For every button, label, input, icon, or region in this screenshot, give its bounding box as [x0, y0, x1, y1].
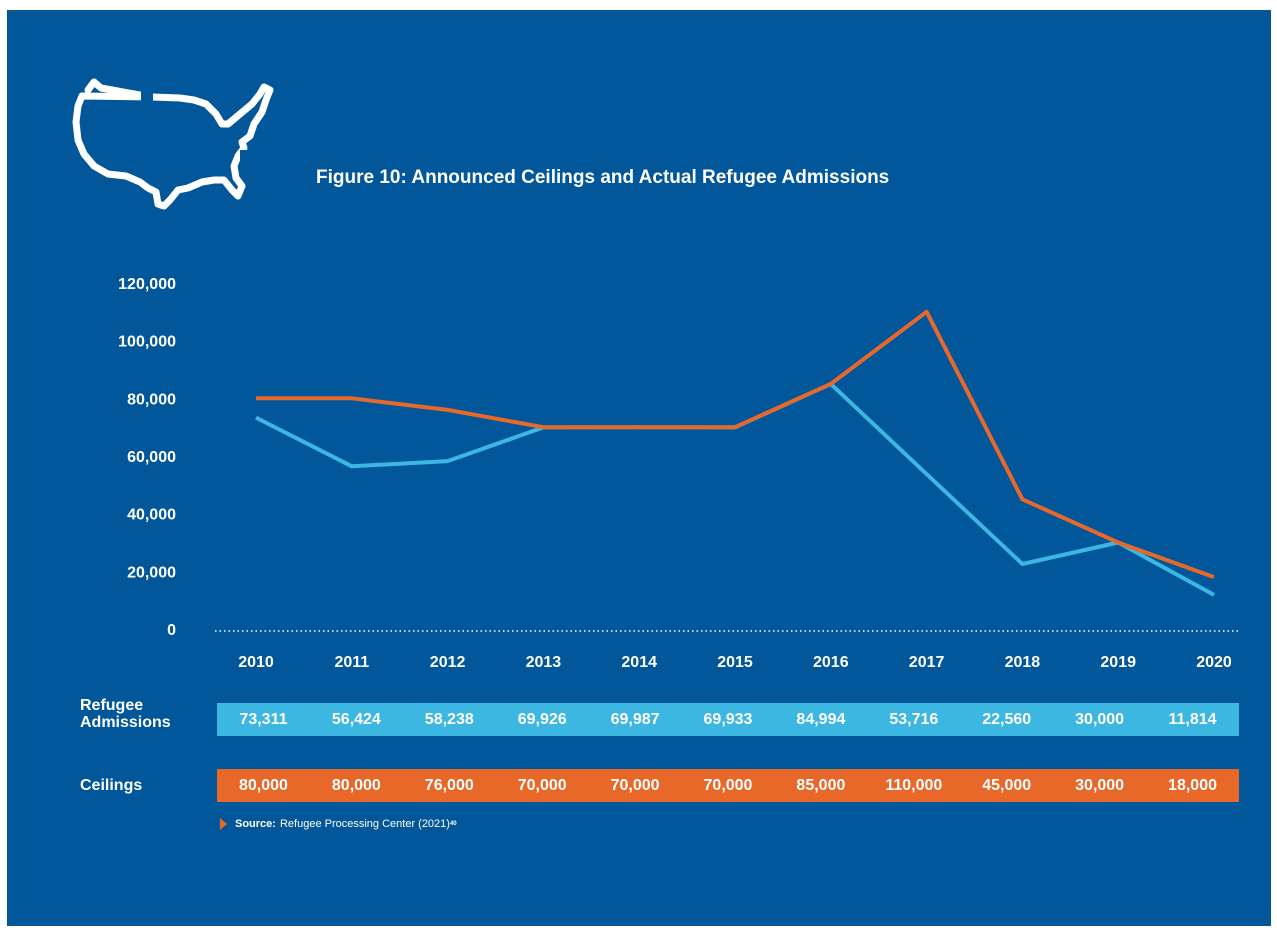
x-tick-label: 2014	[621, 654, 657, 671]
ceilings-value-cell: 70,000	[703, 776, 753, 794]
chart-title: Figure 10: Announced Ceilings and Actual…	[316, 167, 890, 188]
x-tick-label: 2019	[1100, 654, 1136, 671]
ceilings-value-cell: 70,000	[517, 776, 567, 794]
admissions-value-cell: 69,987	[610, 710, 660, 728]
y-tick-label: 40,000	[127, 507, 176, 524]
x-tick-label: 2015	[717, 654, 753, 671]
admissions-value-cell: 84,994	[796, 710, 846, 728]
y-tick-label: 100,000	[118, 334, 176, 351]
ceilings-value-cell: 80,000	[331, 776, 381, 794]
usa-map-outline-icon	[72, 78, 274, 210]
ceilings-value-cell: 110,000	[885, 776, 943, 794]
y-tick-label: 120,000	[118, 276, 176, 293]
x-tick-label: 2010	[238, 654, 274, 671]
admissions-row: 73,311 56,424 58,238 69,926 69,987 69,933 84,9…	[217, 703, 1239, 736]
x-tick-label: 2016	[813, 654, 849, 671]
ceilings-value-cell: 80,000	[238, 776, 288, 794]
admissions-value-cell: 69,926	[517, 710, 567, 728]
admissions-value-cell: 56,424	[331, 710, 381, 728]
source-arrow-icon	[220, 818, 227, 830]
x-tick-label: 2018	[1005, 654, 1041, 671]
x-tick-label: 2013	[526, 654, 562, 671]
source-text: Refugee Processing Center (2021)	[279, 818, 450, 830]
x-tick-label: 2020	[1196, 654, 1232, 671]
admissions-series-line	[255, 381, 1215, 597]
ceilings-value-cell: 76,000	[424, 776, 474, 794]
admissions-value-cell: 30,000	[1075, 710, 1125, 728]
admissions-label-line1: Refugee	[80, 697, 144, 714]
admissions-value-cell: 58,238	[424, 710, 474, 728]
x-tick-label: 2011	[334, 654, 369, 671]
admissions-row-label: Refugee Admissions	[80, 697, 171, 731]
x-tick-label: 2017	[909, 654, 945, 671]
source-footnote: 40	[449, 821, 457, 827]
ceilings-value-cell: 30,000	[1075, 776, 1125, 794]
ceilings-value-cell: 70,000	[610, 776, 660, 794]
ceilings-row-label: Ceilings	[80, 777, 143, 794]
source-note: Source: Refugee Processing Center (2021)…	[220, 818, 457, 830]
admissions-value-cell: 69,933	[703, 710, 753, 728]
y-tick-label: 80,000	[127, 391, 176, 408]
x-tick-label: 2012	[430, 654, 466, 671]
y-tick-label: 60,000	[127, 449, 176, 466]
admissions-value-cell: 73,311	[239, 710, 288, 728]
ceilings-row: 80,000 80,000 76,000 70,000 70,000 70,000 85,0…	[217, 769, 1239, 802]
y-tick-label: 0	[167, 622, 176, 639]
ceilings-series-line	[256, 309, 1215, 579]
ceilings-value-cell: 18,000	[1168, 776, 1217, 794]
ceilings-value-cell: 45,000	[982, 776, 1032, 794]
admissions-value-cell: 22,560	[982, 710, 1032, 728]
admissions-value-cell: 53,716	[889, 710, 939, 728]
admissions-label-line2: Admissions	[80, 714, 171, 731]
admissions-value-cell: 11,814	[1168, 710, 1217, 728]
y-tick-label: 20,000	[127, 564, 176, 581]
source-label: Source:	[235, 818, 276, 830]
ceilings-value-cell: 85,000	[796, 776, 846, 794]
